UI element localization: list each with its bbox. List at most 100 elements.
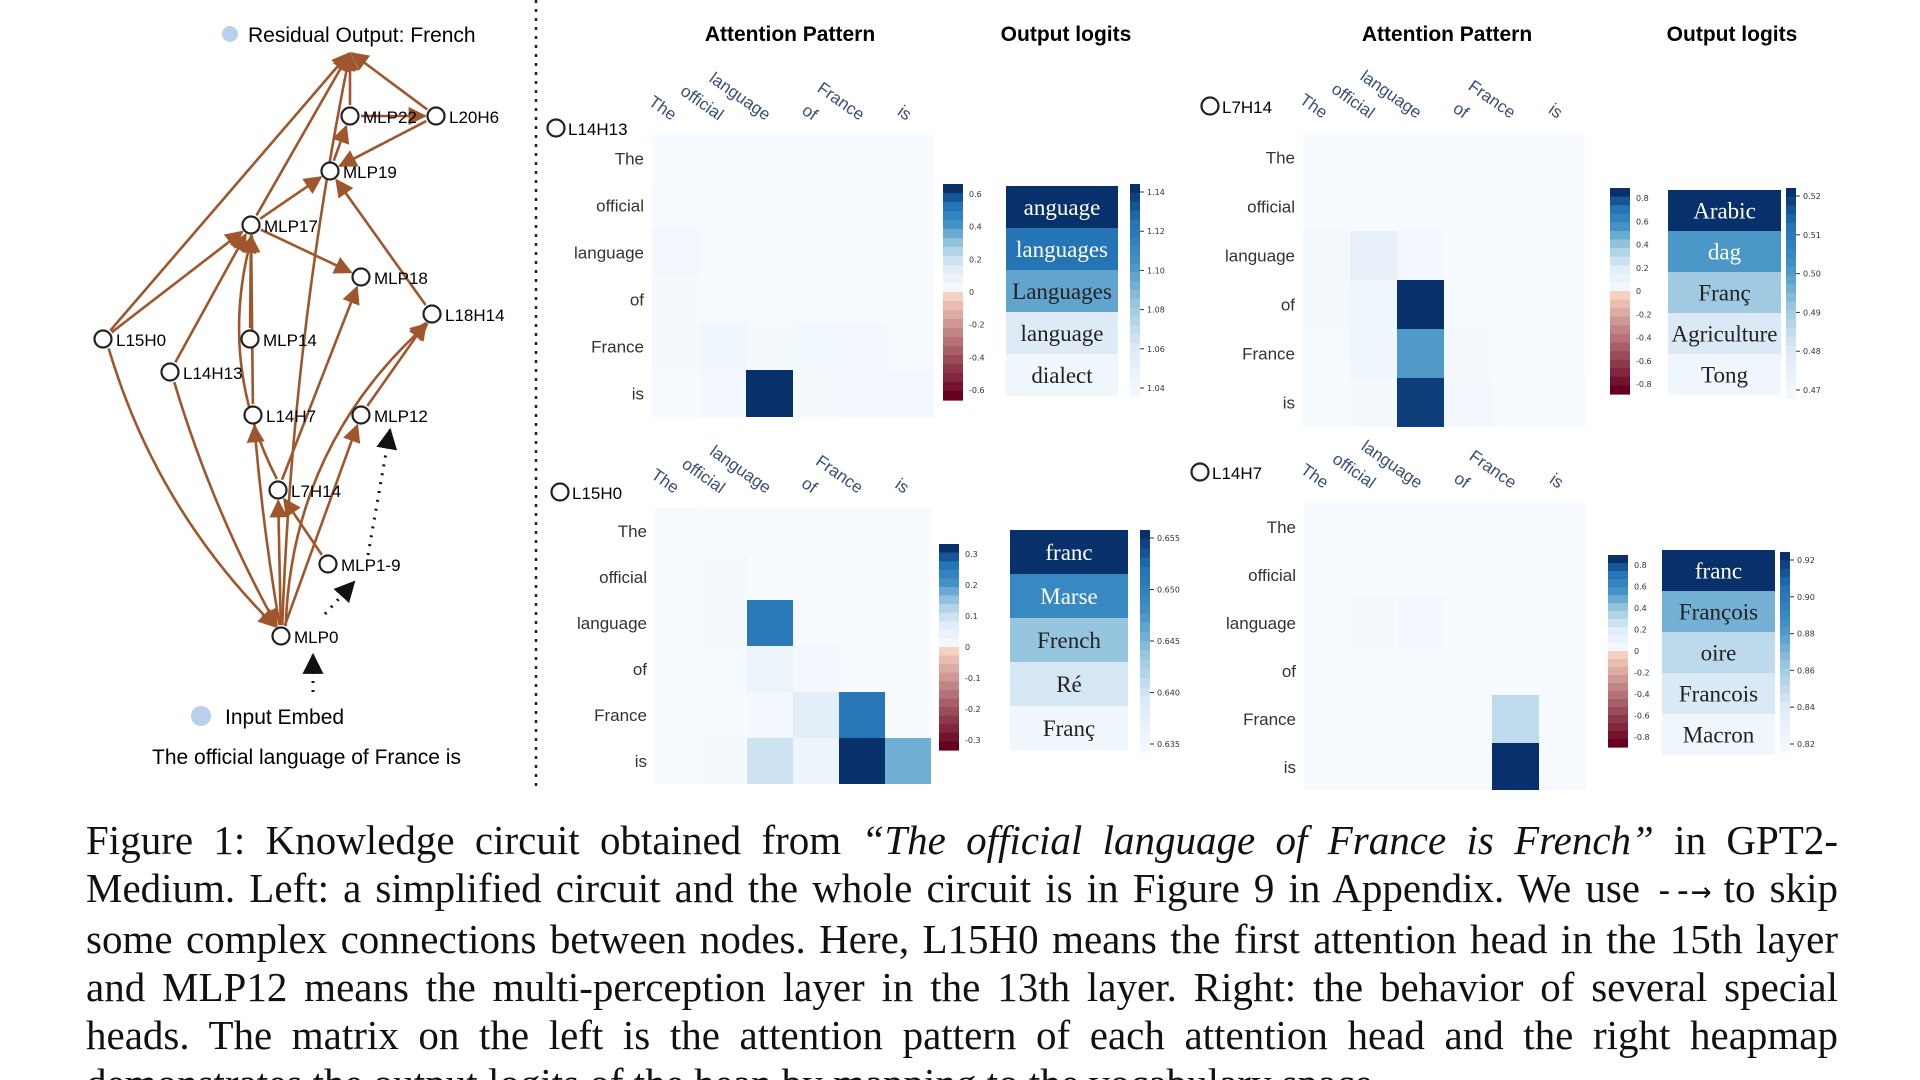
colorbar-tick: 0.48 <box>1803 347 1821 356</box>
logits-colorbar: 1.14 1.12 1.10 1.08 1.06 1.04 <box>1130 184 1165 397</box>
colorbar-segment <box>1608 563 1628 572</box>
colorbar-segment <box>939 595 959 605</box>
colorbar-segment <box>939 604 959 614</box>
colorbar-tick: 0.90 <box>1797 593 1815 602</box>
colorbar-tick: -0.8 <box>1634 733 1650 742</box>
attention-cell-r4-c0 <box>1303 329 1350 378</box>
panel-headers: Attention Pattern Output logits Attentio… <box>705 23 1797 46</box>
colorbar-segment <box>939 586 959 597</box>
node-circle <box>351 267 371 287</box>
head-panel-l7h14: L7H14TheofficiallanguageofFranceisTheoff… <box>1200 67 1821 427</box>
colorbar-segment <box>1786 336 1796 347</box>
colorbar-segment <box>1608 731 1628 740</box>
attention-cell-r4-c1 <box>701 692 747 738</box>
colorbar-tick: 0.52 <box>1803 192 1821 201</box>
logit-cell-1 <box>1662 591 1775 632</box>
head-panel-l14h13: L14H13TheofficiallanguageofFranceisTheof… <box>546 69 1165 417</box>
colorbar-segment <box>943 292 963 302</box>
head-label: L15H0 <box>572 484 622 503</box>
colorbar-segment <box>1608 555 1628 564</box>
input-embed-label: Input Embed <box>225 706 344 729</box>
colorbar-segment <box>1610 248 1630 258</box>
colorbar-segment <box>939 544 959 554</box>
colorbar-tick: 1.10 <box>1147 266 1165 275</box>
attention-cell-r5-c1 <box>701 738 747 784</box>
attention-cell-r5-c1 <box>699 370 746 417</box>
circuit-edge-MLP0-to-L7H14 <box>269 499 288 626</box>
attention-cell-r5-c4 <box>1492 743 1539 790</box>
colorbar-segment <box>943 382 963 392</box>
circuit-edge-L15H0-to-MLP17 <box>110 230 244 334</box>
colorbar-segment <box>1610 299 1630 309</box>
col-label-5: is <box>892 475 913 498</box>
attention-cell-r1-c0 <box>655 554 701 600</box>
logit-token-2: Languages <box>1012 279 1112 304</box>
colorbar-segment <box>1140 631 1150 642</box>
circuit-node-l14h7: L14H7 <box>243 405 316 426</box>
colorbar-segment <box>1130 316 1140 326</box>
row-label-0: The <box>1267 518 1296 537</box>
colorbar-segment <box>1610 256 1630 266</box>
colorbar-segment <box>939 707 959 717</box>
colorbar-segment <box>943 229 963 239</box>
col-label-5: is <box>894 102 915 125</box>
colorbar-tick: 0.47 <box>1803 386 1821 395</box>
node-circle <box>426 106 446 126</box>
colorbar-tick: 0 <box>1636 287 1641 296</box>
node-label: L15H0 <box>116 331 166 350</box>
logits-colorbar: 0.655 0.650 0.645 0.640 0.635 <box>1140 530 1180 753</box>
input-embed-dot <box>191 706 211 726</box>
colorbar-tick: 0.86 <box>1797 666 1815 675</box>
attention-cell-r3-c0 <box>1303 280 1350 329</box>
attention-cell-r1-c1 <box>701 554 747 600</box>
colorbar-segment <box>1610 291 1630 301</box>
colorbar-segment <box>1780 602 1790 611</box>
head-label: L14H13 <box>568 120 628 139</box>
colorbar-segment <box>1140 668 1150 679</box>
colorbar-tick: -0.4 <box>969 353 985 362</box>
colorbar-segment <box>1780 585 1790 595</box>
colorbar-segment <box>1786 310 1796 320</box>
circuit-edge-L15H0-to-MLP0 <box>107 348 277 628</box>
colorbar-tick: 1.14 <box>1147 188 1165 197</box>
attention-cell-r2-c1 <box>1351 599 1398 647</box>
attention-cell-r0-c0 <box>655 508 701 554</box>
colorbar-segment <box>1780 568 1790 578</box>
colorbar-tick: 0.645 <box>1157 637 1180 646</box>
colorbar-segment <box>1780 635 1790 645</box>
row-label-1: official <box>1248 566 1296 585</box>
attention-cell-r3-c1 <box>699 276 746 323</box>
attention-colorbar: 0.8 0.6 0.4 0.2 0 -0.2 -0.4 -0.6 -0.8 <box>1608 555 1650 748</box>
colorbar-segment <box>1786 223 1796 233</box>
circuit-edge-MLP17-to-MLP18 <box>260 228 353 274</box>
colorbar-segment <box>943 346 963 356</box>
logit-cell-3 <box>1006 312 1118 354</box>
colorbar-tick: 0.2 <box>969 255 982 264</box>
colorbar-segment <box>1610 351 1630 361</box>
colorbar-segment <box>1786 345 1796 355</box>
colorbar-segment <box>1780 718 1790 728</box>
colorbar-tick: 1.06 <box>1147 345 1165 354</box>
colorbar-segment <box>1608 619 1628 628</box>
colorbar-segment <box>1130 360 1140 371</box>
colorbar-segment <box>1610 196 1630 206</box>
node-label: MLP14 <box>263 331 317 350</box>
colorbar-segment <box>1786 319 1796 329</box>
colorbar-segment <box>1608 699 1628 708</box>
colorbar-segment <box>1610 342 1630 352</box>
head-node-circle <box>550 482 570 502</box>
colorbar-segment <box>1140 585 1150 596</box>
colorbar-segment <box>1786 231 1796 242</box>
attention-cell-r4-c2 <box>747 692 793 738</box>
attention-cell-r5-c3 <box>793 738 839 784</box>
caption-mid: in GPT2-Medium. Left: a simplified circu… <box>86 817 1838 911</box>
colorbar-segment <box>943 274 963 284</box>
colorbar-tick: -0.2 <box>965 705 981 714</box>
colorbar-segment <box>1780 693 1790 703</box>
logit-token-4: Tong <box>1701 363 1748 388</box>
figure-caption: Figure 1: Knowledge circuit obtained fro… <box>86 816 1838 1080</box>
colorbar-tick: 0.4 <box>1634 604 1647 613</box>
colorbar-segment <box>1610 308 1630 318</box>
node-circle <box>318 554 338 574</box>
colorbar-segment <box>1608 643 1628 652</box>
